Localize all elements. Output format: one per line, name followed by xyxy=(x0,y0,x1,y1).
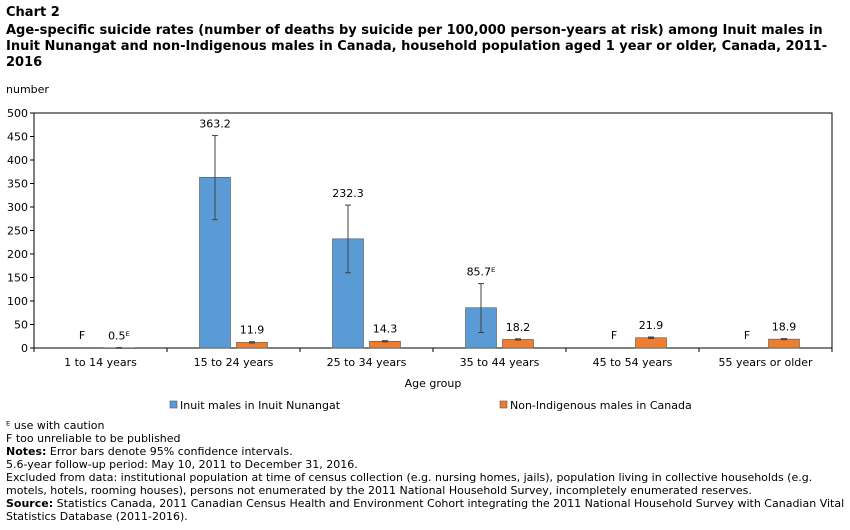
y-tick-label: 300 xyxy=(7,201,28,214)
y-tick-label: 150 xyxy=(7,272,28,285)
chart-number: Chart 2 xyxy=(6,5,60,20)
data-label: 18.9 xyxy=(772,321,797,334)
data-label: 11.9 xyxy=(240,324,265,337)
y-tick-label: 0 xyxy=(21,342,28,355)
data-label: 232.3 xyxy=(332,187,364,200)
bar-non-indigenous xyxy=(768,338,800,349)
y-tick-label: 50 xyxy=(14,319,28,332)
y-tick-label: 450 xyxy=(7,131,28,144)
x-tick-label: 15 to 24 years xyxy=(194,356,274,369)
source-label: Source: xyxy=(6,497,54,510)
legend-swatch xyxy=(169,400,178,409)
legend-swatch xyxy=(499,400,508,409)
data-label: 21.9 xyxy=(639,319,664,332)
note-error-bars: Notes: Error bars denote 95% confidence … xyxy=(6,445,846,458)
y-tick-label: 100 xyxy=(7,295,28,308)
note-e: ᴱ use with caution xyxy=(6,419,105,432)
notes-text: Error bars denote 95% confidence interva… xyxy=(46,445,293,458)
data-label: 18.2 xyxy=(506,321,531,334)
data-label: F xyxy=(744,329,750,342)
x-tick-label: 45 to 54 years xyxy=(593,356,673,369)
y-tick-label: 200 xyxy=(7,248,28,261)
y-axis-unit-label: number xyxy=(6,83,49,96)
data-label: 363.2 xyxy=(199,118,231,131)
data-label: 85.7ᴱ xyxy=(467,266,496,279)
legend-label: Non-Indigenous males in Canada xyxy=(510,399,692,412)
note-excluded: Excluded from data: institutional popula… xyxy=(6,471,813,497)
data-label: F xyxy=(79,329,85,342)
chart-title: Age-specific suicide rates (number of de… xyxy=(6,23,828,70)
y-tick-label: 250 xyxy=(7,225,28,238)
legend-label: Inuit males in Inuit Nunangat xyxy=(180,399,341,412)
data-label: 0.5ᴱ xyxy=(108,330,130,343)
x-tick-label: 55 years or older xyxy=(718,356,813,369)
x-tick-label: 25 to 34 years xyxy=(327,356,407,369)
x-tick-label: 35 to 44 years xyxy=(460,356,540,369)
y-tick-label: 400 xyxy=(7,154,28,167)
source-text: Statistics Canada, 2011 Canadian Census … xyxy=(6,497,845,523)
bar-non-indigenous xyxy=(635,337,667,349)
note-followup: 5.6-year follow-up period: May 10, 2011 … xyxy=(6,458,358,471)
data-label: F xyxy=(611,329,617,342)
bar-chart: number 0 50 100 150 200 250 300 350 400 450 500 1 to… xyxy=(6,83,833,412)
notes-label: Notes: xyxy=(6,445,47,458)
x-tick-label: 1 to 14 years xyxy=(64,356,137,369)
note-f: F too unreliable to be published xyxy=(6,432,181,445)
bar-non-indigenous xyxy=(502,339,534,349)
plot-area-frame xyxy=(33,112,833,349)
note-source: Source: Statistics Canada, 2011 Canadian… xyxy=(6,497,846,523)
y-tick-label: 500 xyxy=(7,107,28,120)
x-axis-title: Age group xyxy=(405,377,462,390)
y-tick-label: 350 xyxy=(7,178,28,191)
data-label: 14.3 xyxy=(373,323,398,336)
chart-notes: ᴱ use with caution F too unreliable to b… xyxy=(6,419,846,523)
